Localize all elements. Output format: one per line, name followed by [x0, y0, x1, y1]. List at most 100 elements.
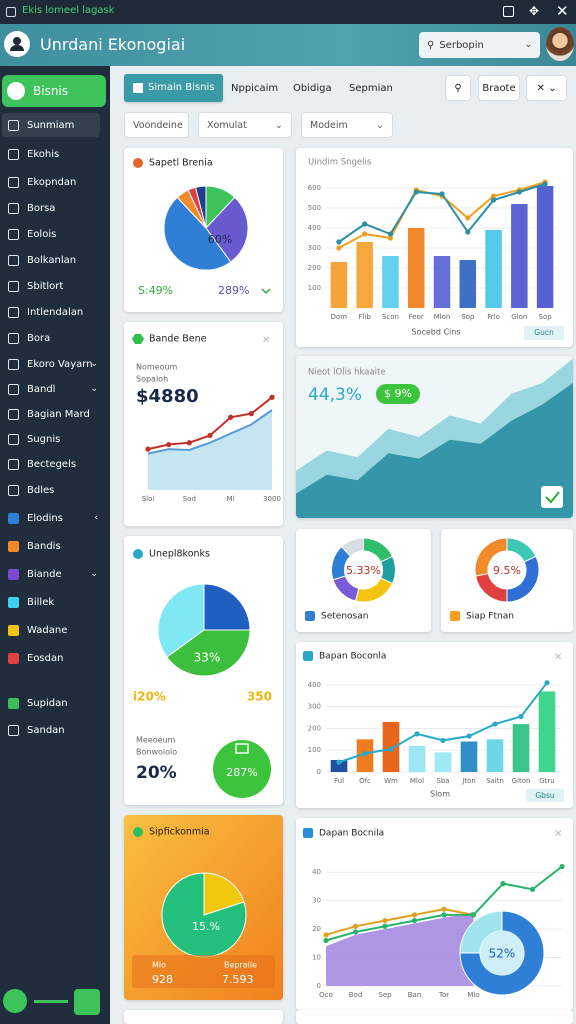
point [516, 189, 522, 195]
sidebar-item[interactable]: Bdles [2, 478, 106, 502]
point [186, 440, 192, 446]
close-button[interactable]: ✕ ⌄ [526, 75, 567, 101]
button[interactable] [524, 326, 564, 340]
point [323, 932, 329, 938]
close-icon[interactable]: ✕ [262, 335, 270, 346]
area [326, 912, 474, 986]
sidebar-item[interactable]: Sugnis [2, 427, 106, 451]
sidebar-item[interactable]: Biande ⌄ [2, 562, 106, 586]
window-button[interactable] [503, 6, 514, 17]
point [440, 737, 446, 744]
x-tick-label: Sba [436, 777, 449, 785]
sidebar-item[interactable]: Bandl ⌄ [2, 377, 106, 401]
search-box[interactable]: ⚲ Serbopin ⌄ [419, 32, 540, 58]
bar [433, 256, 451, 308]
x-tick-label: Saitn [486, 777, 504, 785]
sidebar-item[interactable]: Wadane [2, 618, 106, 642]
sidebar-item[interactable]: Elodins ‹ [2, 506, 106, 530]
sidebar-item[interactable]: Billek [2, 590, 106, 614]
y-tick-label: 400 [308, 224, 321, 232]
filter-dropdown[interactable]: Modeim ⌄ [301, 112, 393, 138]
sidebar-item[interactable]: Eolois [2, 222, 106, 246]
point [323, 937, 329, 944]
card-icon [133, 827, 143, 837]
bar [459, 260, 477, 308]
settings-button[interactable] [74, 989, 100, 1015]
close-icon[interactable]: ✕ [554, 829, 562, 840]
sidebar-item[interactable]: Bisnis [2, 75, 106, 107]
x-tick-label: Gtru [539, 777, 554, 785]
point [439, 191, 445, 197]
filter-dropdown[interactable]: Voondeine [124, 112, 189, 138]
button[interactable] [526, 789, 564, 802]
sidebar-item[interactable]: Ekohis [2, 142, 106, 166]
filter-dropdown[interactable]: Xomulat ⌄ [198, 112, 292, 138]
point [441, 906, 447, 912]
sidebar-item[interactable]: Intlendalan [2, 300, 106, 324]
tab[interactable]: Sepmian [349, 82, 393, 94]
amount: $4880 [136, 386, 199, 407]
sidebar-item[interactable]: Sbitlort [2, 274, 106, 298]
x-tick-label: Slol [142, 495, 155, 503]
close-button[interactable]: ✕ [556, 2, 569, 20]
profile-button[interactable] [3, 989, 27, 1013]
x-tick-label: Oco [319, 991, 333, 999]
x-tick-label: Ofc [359, 777, 371, 785]
card-icon [305, 611, 315, 621]
pie-slice [203, 583, 251, 631]
bar [382, 256, 399, 308]
profile-photo[interactable] [546, 27, 574, 61]
action-button[interactable]: Braote [478, 75, 520, 101]
card-icon [303, 828, 313, 838]
sidebar-item[interactable]: Sandan [2, 718, 106, 742]
point [362, 231, 368, 237]
x-tick-label: Frlo [487, 313, 500, 321]
sidebar-icon [8, 383, 19, 395]
close-icon[interactable]: ✕ [554, 652, 562, 663]
sidebar-item[interactable]: Supidan [2, 691, 106, 715]
sidebar-icon [7, 82, 25, 100]
sidebar-item[interactable]: Bagian Mard [2, 402, 106, 426]
sidebar: Bisnis Sunmiam Ekohis Ekopndan Borsa Eolois Bo… [0, 66, 110, 1024]
point [336, 759, 342, 765]
card-title: Sapetl Brenia [149, 158, 213, 169]
sidebar-item[interactable]: Ekoro Vayarn ⌄ [2, 352, 106, 376]
x-tick-label: Wm [384, 777, 398, 785]
tab[interactable]: Obidiga [293, 82, 332, 94]
progress-line [34, 1000, 68, 1003]
point [411, 917, 418, 924]
sidebar-item[interactable]: Bandis [2, 534, 106, 558]
point [336, 245, 342, 251]
sidebar-item[interactable]: Bectegels [2, 452, 106, 476]
move-button[interactable]: ✥ [529, 4, 540, 18]
sidebar-item[interactable]: Ekopndan [2, 170, 106, 194]
button-label: Gbsu [535, 791, 554, 800]
card: 5.33% Setenosan [296, 529, 431, 632]
sidebar-item[interactable]: Eosdan [2, 646, 106, 670]
amount: 20% [136, 763, 177, 783]
sidebar-label: Biande [27, 568, 62, 580]
pie-center-label: 60% [208, 233, 232, 246]
tab[interactable]: Nppicaim [231, 82, 279, 94]
sidebar-item[interactable]: Borsa [2, 196, 106, 220]
sidebar-item[interactable]: Bolkanlan [2, 248, 106, 272]
x-tick-label: Jton [461, 777, 476, 785]
stat: 928 [152, 973, 173, 986]
card [124, 1010, 283, 1024]
point [411, 912, 418, 918]
sidebar-item[interactable]: Bora [2, 326, 106, 350]
point [441, 912, 447, 918]
donut-slice [340, 537, 364, 557]
check-button[interactable] [541, 486, 563, 508]
tab-label: Simain Bisnis [148, 82, 215, 93]
sidebar-item[interactable]: Sunmiam [2, 113, 100, 137]
search-text: Serbopin [439, 39, 484, 51]
sidebar-label: Borsa [27, 202, 56, 214]
y-tick-label: 0 [317, 982, 321, 990]
user-icon[interactable] [4, 31, 30, 57]
badge [376, 384, 420, 404]
badge [213, 740, 271, 798]
active-tab[interactable]: Simain Bisnis [124, 74, 223, 102]
search-button[interactable]: ⚲ [445, 75, 471, 101]
point [352, 923, 359, 929]
